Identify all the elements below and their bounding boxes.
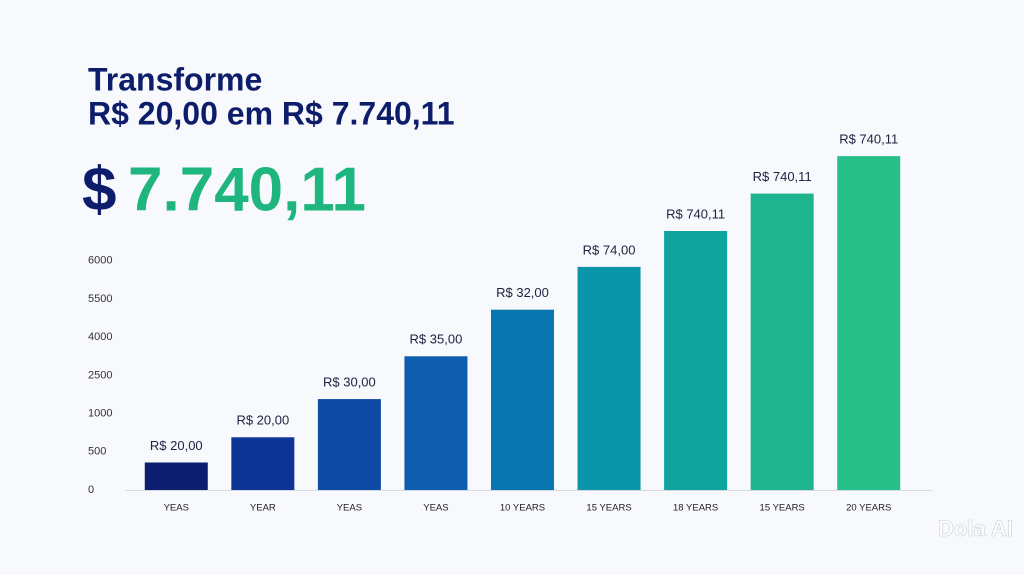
bar-label: R$ 740,11 — [839, 132, 898, 147]
bar — [577, 266, 641, 490]
x-tick-label: YEAS — [164, 503, 189, 514]
bar-label: R$ 74,00 — [583, 242, 636, 257]
watermark: Dola AI — [938, 516, 1013, 541]
y-tick-label: 1000 — [88, 408, 112, 420]
bar — [750, 193, 814, 490]
bar-label: R$ 740,11 — [666, 206, 725, 221]
bar-label: R$ 20,00 — [236, 413, 289, 428]
y-tick-label: 6000 — [88, 255, 112, 267]
y-tick-label: 2500 — [88, 369, 112, 381]
bar-label: R$ 32,00 — [496, 285, 549, 300]
bar — [231, 437, 295, 490]
headline-amount: 7.740,11 — [128, 155, 366, 224]
bar — [664, 231, 728, 490]
headline-symbol: $ — [82, 155, 116, 224]
y-tick-label: 500 — [88, 446, 106, 458]
bar — [491, 309, 554, 490]
y-tick-label: 5500 — [88, 293, 112, 305]
x-tick-label: YEAR — [250, 503, 276, 514]
bar — [837, 156, 901, 490]
bar-label: R$ 740,11 — [753, 169, 812, 184]
bar-label: R$ 30,00 — [323, 375, 376, 390]
bar — [144, 462, 208, 490]
title-line: R$ 20,00 em R$ 7.740,11 — [88, 95, 455, 131]
bar — [317, 399, 381, 490]
x-tick-label: 10 YEARS — [500, 503, 545, 514]
bar — [404, 356, 468, 490]
x-tick-label: 15 YEARS — [760, 503, 805, 514]
x-tick-label: YEAS — [337, 503, 362, 514]
y-tick-label: 0 — [88, 484, 94, 496]
title-line: Transforme — [88, 61, 262, 97]
x-tick-label: 20 YEARS — [846, 503, 891, 514]
y-tick-label: 4000 — [88, 331, 112, 343]
bar-label: R$ 20,00 — [150, 438, 203, 453]
x-tick-label: YEAS — [423, 503, 448, 514]
x-tick-label: 18 YEARS — [673, 503, 718, 514]
x-tick-label: 15 YEARS — [586, 503, 631, 514]
bar-label: R$ 35,00 — [410, 332, 463, 347]
